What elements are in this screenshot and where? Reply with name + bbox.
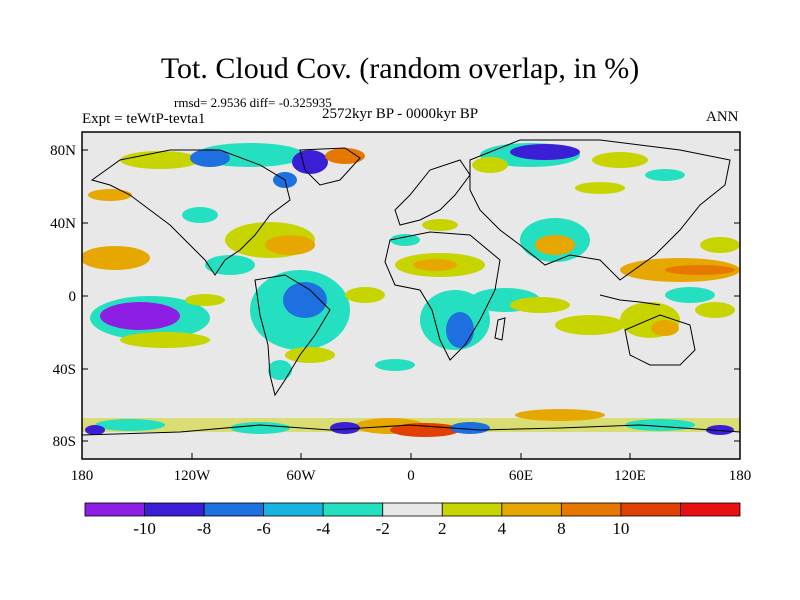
lon-label: 120W bbox=[174, 468, 212, 484]
colorbar-swatch bbox=[680, 502, 741, 517]
colorbar-swatch bbox=[322, 502, 384, 517]
anomaly-patch bbox=[88, 189, 132, 201]
colorbar-label: -10 bbox=[133, 519, 156, 538]
anomaly-patch bbox=[330, 422, 360, 434]
anomaly-patch bbox=[706, 425, 734, 435]
anomaly-patch bbox=[120, 151, 200, 169]
colorbar-label: 10 bbox=[612, 519, 629, 538]
coast-asia bbox=[469, 139, 731, 281]
anomaly-patch bbox=[390, 234, 420, 246]
lon-label: 180 bbox=[71, 468, 94, 484]
anomaly-patch bbox=[85, 425, 105, 435]
anomaly-patch bbox=[120, 332, 210, 348]
coast-indonesia bbox=[599, 294, 661, 306]
anomaly-patch bbox=[95, 419, 165, 431]
anomaly-patch bbox=[592, 152, 648, 168]
anomaly-patch bbox=[345, 287, 385, 303]
lat-ticks bbox=[82, 149, 740, 442]
lat-label: 80N bbox=[50, 143, 76, 159]
anomaly-patch bbox=[446, 312, 474, 348]
map-background bbox=[82, 132, 740, 459]
anomaly-patch bbox=[185, 294, 225, 306]
colorbar-swatch bbox=[84, 502, 145, 517]
colorbar-swatch bbox=[620, 502, 681, 517]
anomaly-patch bbox=[230, 422, 290, 434]
lon-label: 60W bbox=[286, 468, 316, 484]
anomaly-patch bbox=[555, 315, 625, 335]
colorbar-label: -8 bbox=[197, 519, 211, 538]
colorbar-swatch bbox=[382, 502, 443, 517]
lon-label: 180 bbox=[729, 468, 752, 484]
colorbar-label: -2 bbox=[376, 519, 390, 538]
coast-australia bbox=[624, 314, 696, 366]
anomaly-patch bbox=[510, 297, 570, 313]
coast-south-america bbox=[254, 274, 331, 397]
anomaly-patch bbox=[700, 237, 740, 253]
colorbar-swatch bbox=[144, 502, 205, 517]
anomaly-patch bbox=[651, 320, 679, 336]
colorbar-swatch bbox=[560, 502, 622, 517]
colorbar-swatch bbox=[263, 502, 324, 517]
experiment-label: Expt = teWtP-tevta1 bbox=[82, 111, 206, 127]
anomaly-patch bbox=[515, 409, 605, 421]
lat-label: 40S bbox=[53, 362, 76, 378]
anomaly-patch bbox=[82, 246, 150, 270]
colorbar-label: 2 bbox=[438, 519, 447, 538]
coast-madagascar bbox=[494, 317, 506, 341]
lon-label: 0 bbox=[407, 468, 415, 484]
colorbar-swatch bbox=[203, 502, 265, 517]
colorbar-swatch bbox=[501, 502, 562, 517]
anomaly-patch bbox=[665, 287, 715, 303]
anomaly-patch bbox=[285, 347, 335, 363]
anomaly-patch bbox=[413, 259, 457, 271]
lat-label: 80S bbox=[53, 434, 76, 450]
period-label: 2572kyr BP - 0000kyr BP bbox=[322, 106, 479, 122]
lon-label: 120E bbox=[614, 468, 646, 484]
anomaly-patch bbox=[535, 235, 575, 255]
anomaly-patch bbox=[390, 423, 460, 437]
colorbar bbox=[84, 502, 741, 517]
anomaly-patch bbox=[575, 182, 625, 194]
coast-europe bbox=[394, 159, 471, 226]
anomaly-patch bbox=[665, 265, 735, 275]
coast-antarctica bbox=[82, 424, 740, 436]
coast-greenland bbox=[299, 147, 361, 186]
anomaly-patch bbox=[190, 149, 230, 167]
anomaly-patch bbox=[422, 219, 458, 231]
coast-africa bbox=[384, 231, 501, 361]
colorbar-label: 8 bbox=[557, 519, 566, 538]
colorbar-label: -4 bbox=[316, 519, 331, 538]
lon-label: 60E bbox=[509, 468, 533, 484]
colorbar-label: -6 bbox=[257, 519, 271, 538]
coast-north-america bbox=[90, 149, 291, 276]
colorbar-labels: -10 -8 -6 -4 -2 2 4 8 10 bbox=[133, 519, 629, 538]
anomaly-patch bbox=[283, 282, 327, 318]
anomaly-patch bbox=[292, 150, 328, 174]
stats-text: rmsd= 2.9536 diff= -0.325935 bbox=[174, 95, 332, 110]
anomaly-patch bbox=[325, 148, 365, 164]
map-title: Tot. Cloud Cov. (random overlap, in %) bbox=[160, 52, 640, 85]
anomaly-patch bbox=[472, 157, 508, 173]
colorbar-swatch bbox=[441, 502, 503, 517]
anomaly-patch bbox=[205, 255, 255, 275]
anomaly-patch bbox=[182, 207, 218, 223]
anomaly-fields bbox=[82, 143, 740, 437]
lat-label: 40N bbox=[50, 216, 76, 232]
colorbar-label: 4 bbox=[498, 519, 507, 538]
anomaly-patch bbox=[645, 169, 685, 181]
season-label: ANN bbox=[706, 109, 739, 125]
anomaly-patch bbox=[510, 144, 580, 160]
anomaly-patch bbox=[265, 235, 315, 255]
lat-label: 0 bbox=[69, 289, 77, 305]
anomaly-patch bbox=[268, 360, 292, 380]
anomaly-patch bbox=[450, 422, 490, 434]
lon-ticks bbox=[81, 453, 741, 459]
coastlines bbox=[82, 139, 740, 436]
anomaly-patch bbox=[375, 359, 415, 371]
anomaly-patch bbox=[100, 302, 180, 330]
anomaly-patch bbox=[695, 302, 735, 318]
